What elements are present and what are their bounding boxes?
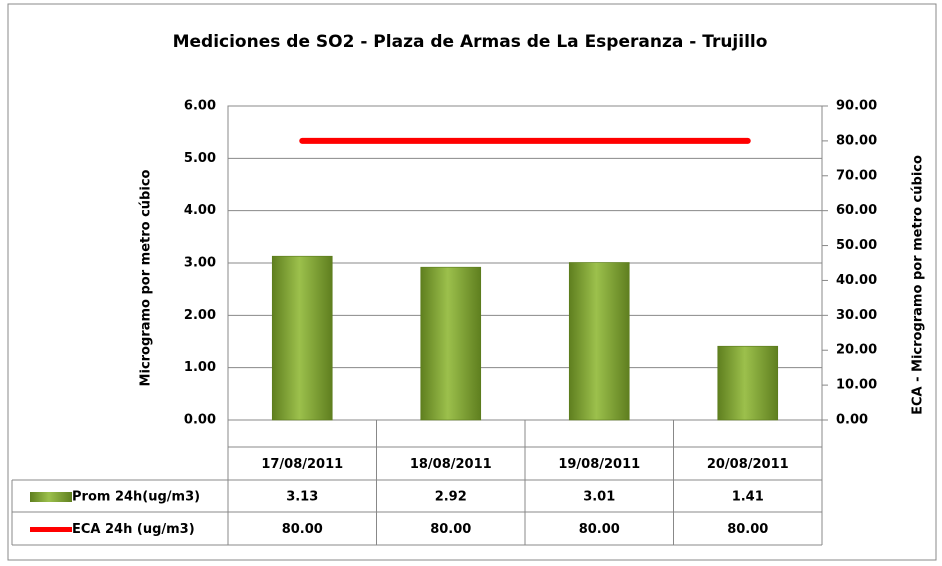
table-value: 80.00 [727, 522, 768, 537]
legend-key [30, 492, 72, 502]
bar [271, 255, 333, 421]
bar [420, 266, 482, 421]
x-tick-label: 18/08/2011 [410, 457, 492, 472]
table-value: 3.01 [583, 490, 615, 505]
table-value: 3.13 [286, 490, 318, 505]
y-tick-label: 2.00 [184, 308, 216, 323]
y-axis-label: Microgramo por metro cúbico [139, 169, 154, 386]
y-tick-label: 5.00 [184, 151, 216, 166]
y2-tick-label: 80.00 [836, 133, 877, 148]
table-value: 80.00 [282, 522, 323, 537]
bar [568, 262, 630, 421]
y2-tick-label: 90.00 [836, 99, 877, 114]
table-value: 1.41 [732, 490, 764, 505]
bar [717, 345, 779, 421]
y-tick-label: 3.00 [184, 256, 216, 271]
x-tick-label: 20/08/2011 [707, 457, 789, 472]
y2-tick-label: 10.00 [836, 378, 877, 393]
table-value: 2.92 [435, 490, 467, 505]
y2-axis-label: ECA - Microgramo por metro cúbico [911, 155, 926, 415]
x-tick-label: 17/08/2011 [261, 457, 343, 472]
y-tick-label: 0.00 [184, 413, 216, 428]
y2-tick-label: 20.00 [836, 343, 877, 358]
y-tick-label: 6.00 [184, 99, 216, 114]
table-value: 80.00 [579, 522, 620, 537]
y2-tick-label: 70.00 [836, 168, 877, 183]
x-tick-label: 19/08/2011 [558, 457, 640, 472]
y2-tick-label: 30.00 [836, 308, 877, 323]
y-tick-label: 4.00 [184, 203, 216, 218]
y2-tick-label: 50.00 [836, 238, 877, 253]
chart-title: Mediciones de SO2 - Plaza de Armas de La… [173, 32, 768, 52]
y2-tick-label: 0.00 [836, 413, 868, 428]
legend-label: Prom 24h(ug/m3) [72, 490, 200, 505]
legend-label: ECA 24h (ug/m3) [72, 522, 195, 537]
y2-tick-label: 40.00 [836, 273, 877, 288]
y2-tick-label: 60.00 [836, 203, 877, 218]
y-tick-label: 1.00 [184, 360, 216, 375]
table-value: 80.00 [430, 522, 471, 537]
